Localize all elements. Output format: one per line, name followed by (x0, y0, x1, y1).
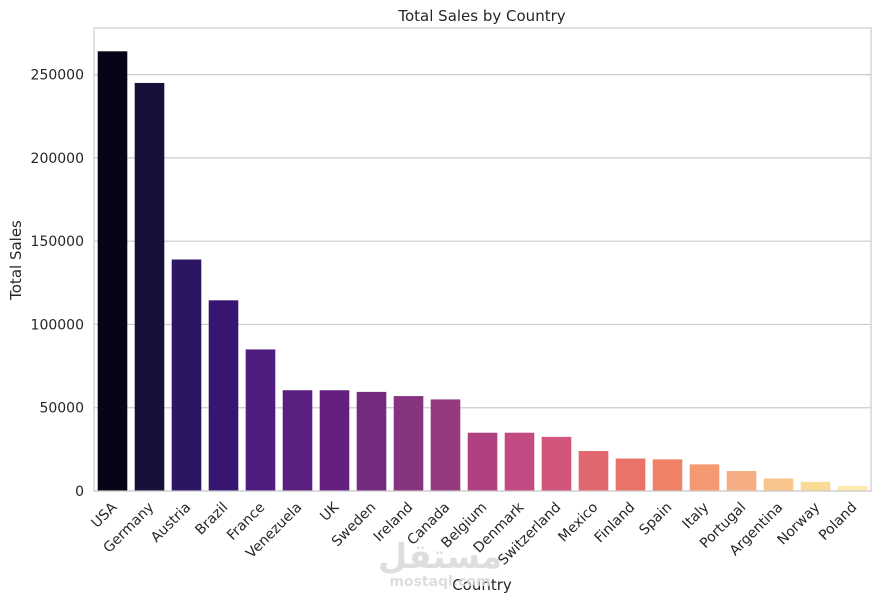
y-tick-label: 250000 (31, 68, 84, 84)
x-tick-label-finland: Finland (592, 500, 639, 547)
x-tick-label-poland: Poland (816, 500, 860, 544)
bar-germany (134, 82, 165, 491)
bar-italy (689, 464, 720, 491)
y-tick-label: 100000 (31, 317, 84, 333)
y-tick-label: 150000 (31, 234, 84, 250)
bar-austria (171, 259, 202, 491)
bar-ireland (393, 396, 424, 491)
bar-poland (837, 486, 868, 491)
bar-venezuela (282, 390, 313, 491)
bar-norway (800, 481, 831, 491)
bar-usa (97, 51, 128, 491)
bar-spain (652, 459, 683, 491)
bar-sweden (356, 391, 387, 491)
bar-switzerland (541, 436, 572, 491)
y-tick-label: 50000 (39, 401, 84, 417)
bar-canada (430, 399, 461, 491)
bar-belgium (467, 432, 498, 491)
y-tick-label: 0 (75, 484, 84, 500)
watermark-latin-text: mostaql.com (389, 574, 490, 590)
watermark-arabic-text: مستقل (378, 537, 502, 577)
y-axis-ticks: 0 50000 100000 150000 200000 250000 (31, 68, 84, 500)
bar-portugal (726, 471, 757, 491)
x-axis-label: Country (452, 576, 512, 594)
bar-uk (319, 390, 350, 491)
x-tick-label-usa: USA (89, 499, 121, 531)
plot-frame (93, 27, 872, 492)
x-tick-label-italy: Italy (680, 500, 713, 533)
x-tick-label-spain: Spain (636, 500, 675, 539)
bar-brazil (208, 300, 239, 491)
y-tick-label: 200000 (31, 151, 84, 167)
watermark: مستقل mostaql.com (378, 537, 502, 590)
bar-argentina (763, 478, 794, 491)
x-tick-label-uk: UK (317, 499, 343, 525)
bar-france (245, 349, 276, 491)
chart-title: Total Sales by Country (397, 7, 565, 25)
y-axis-label: Total Sales (7, 220, 25, 301)
x-tick-label-austria: Austria (148, 500, 194, 546)
bar-finland (615, 458, 646, 491)
bar-denmark (504, 432, 535, 491)
bars (97, 51, 868, 491)
bar-mexico (578, 451, 609, 491)
